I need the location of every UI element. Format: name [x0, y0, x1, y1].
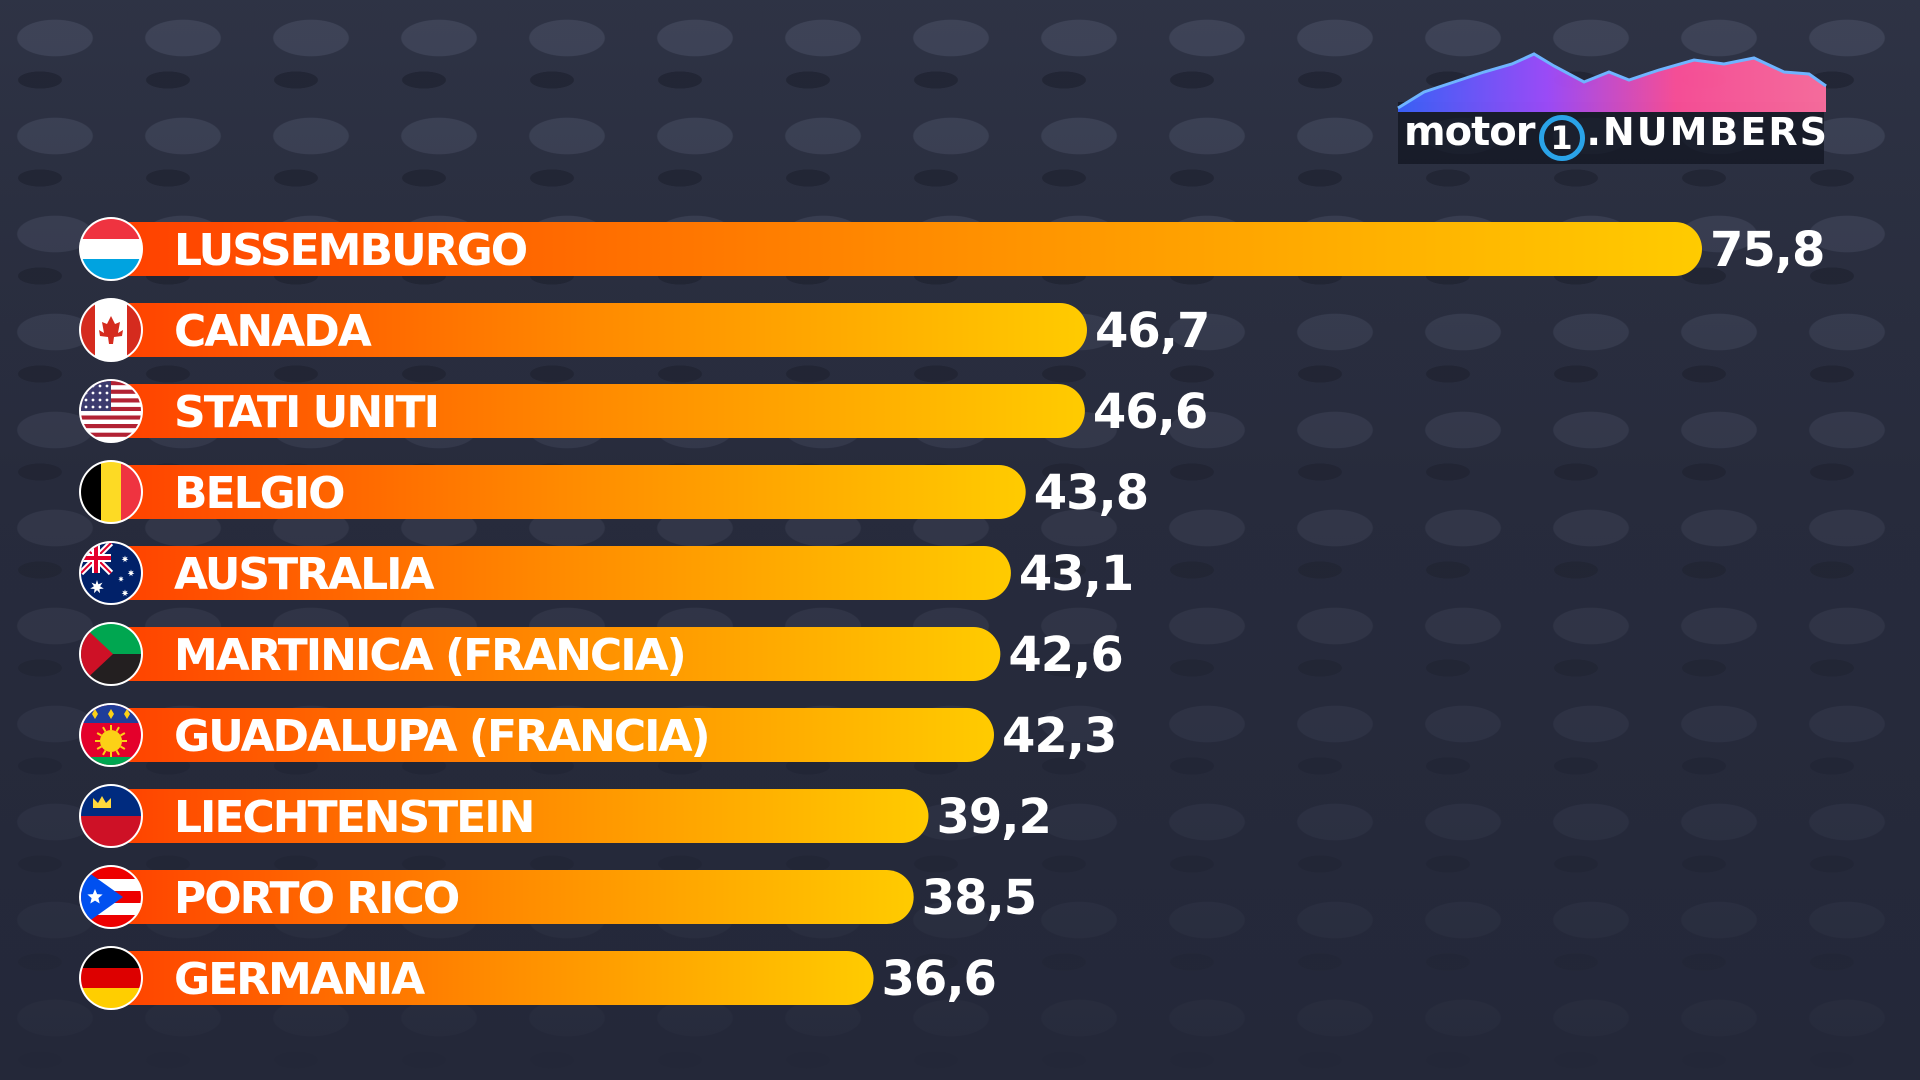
- category-label: LUSSEMBURGO: [174, 225, 527, 276]
- bar-row: MARTINICA (FRANCIA) 42,6: [79, 622, 1124, 686]
- value-label: 38,5: [922, 870, 1036, 926]
- category-label: CANADA: [174, 306, 372, 357]
- usa-flag-icon: [79, 379, 143, 443]
- logo-one: 1: [1538, 114, 1585, 161]
- belgium-flag-icon: [79, 460, 143, 524]
- bar: [100, 465, 1026, 519]
- bar-row: AUSTRALIA 43,1: [79, 541, 1134, 605]
- value-label: 46,7: [1095, 303, 1209, 359]
- martinique-flag-icon: [79, 622, 143, 686]
- value-label: 36,6: [882, 951, 996, 1007]
- germany-flag-icon: [79, 946, 143, 1010]
- category-label: GERMANIA: [174, 954, 425, 1005]
- bar-row: STATI UNITI 46,6: [79, 379, 1208, 443]
- category-label: PORTO RICO: [174, 873, 459, 924]
- value-label: 75,8: [1710, 222, 1824, 278]
- bar-row: GUADALUPA (FRANCIA) 42,3: [79, 703, 1117, 767]
- category-label: AUSTRALIA: [174, 549, 434, 600]
- bar-row: LIECHTENSTEIN 39,2: [79, 784, 1052, 848]
- bar-row: LUSSEMBURGO 75,8: [79, 217, 1825, 281]
- liechtenstein-flag-icon: [79, 784, 143, 848]
- bar: [100, 951, 874, 1005]
- bar: [100, 303, 1087, 357]
- bar: [100, 546, 1011, 600]
- category-label: LIECHTENSTEIN: [174, 792, 533, 843]
- bar: [100, 870, 914, 924]
- category-label: STATI UNITI: [174, 387, 438, 438]
- bar: [100, 627, 1001, 681]
- value-label: 39,2: [936, 789, 1050, 845]
- logo-numbers: .NUMBERS: [1586, 110, 1829, 154]
- value-label: 43,1: [1019, 546, 1133, 602]
- bar-row: PORTO RICO 38,5: [79, 865, 1037, 929]
- value-label: 43,8: [1034, 465, 1148, 521]
- australia-flag-icon: [79, 541, 143, 605]
- bar: [100, 384, 1085, 438]
- logo: motor 1 .NUMBERS: [1404, 104, 1829, 161]
- value-label: 42,6: [1008, 627, 1122, 683]
- category-label: MARTINICA (FRANCIA): [174, 630, 685, 681]
- value-label: 46,6: [1093, 384, 1207, 440]
- bar: [100, 789, 929, 843]
- value-label: 42,3: [1002, 708, 1116, 764]
- category-label: GUADALUPA (FRANCIA): [174, 711, 709, 762]
- logo-mountain-graphic: [1397, 52, 1827, 164]
- logo-brand: motor: [1404, 109, 1535, 155]
- category-label: BELGIO: [174, 468, 344, 519]
- luxembourg-flag-icon: [79, 217, 143, 281]
- canada-flag-icon: [79, 298, 143, 362]
- bar-row: CANADA 46,7: [79, 298, 1210, 362]
- puerto-rico-flag-icon: [79, 865, 143, 929]
- bar-row: GERMANIA 36,6: [79, 946, 997, 1010]
- guadeloupe-flag-icon: [79, 703, 143, 767]
- bar: [100, 708, 994, 762]
- bar-row: BELGIO 43,8: [79, 460, 1149, 524]
- bar: [100, 222, 1702, 276]
